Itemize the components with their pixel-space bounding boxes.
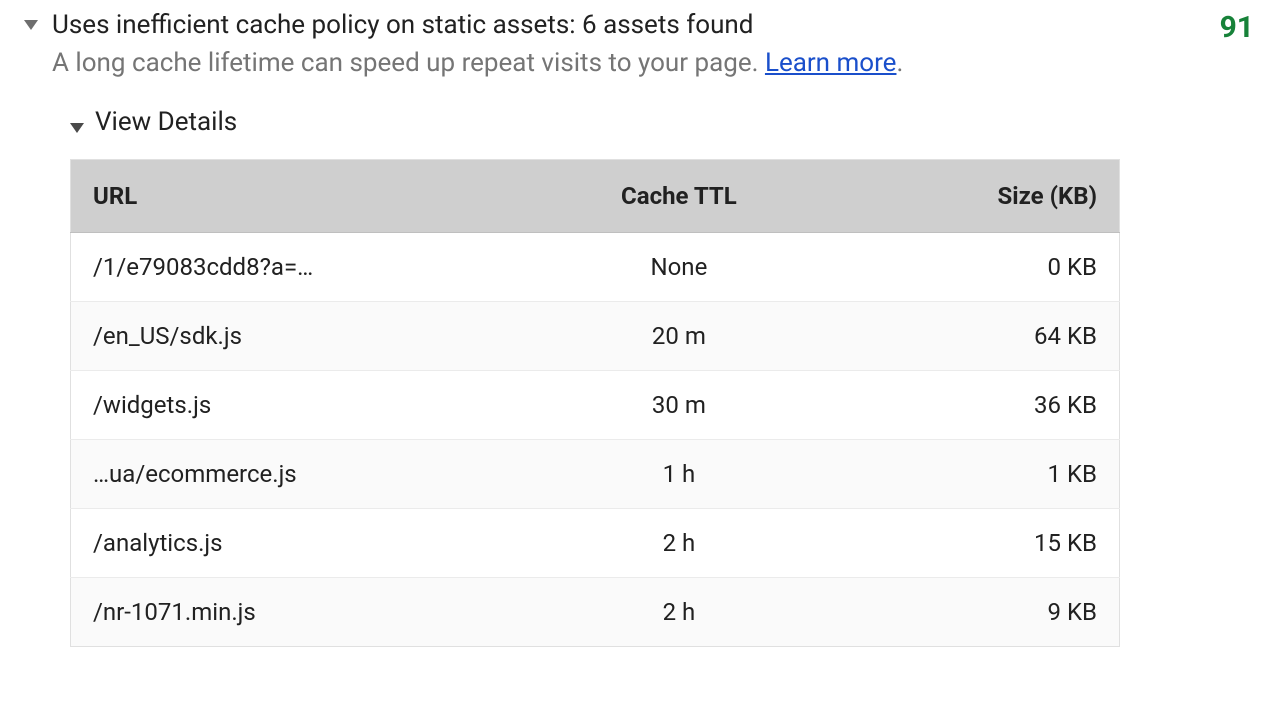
- cell-ttl: 1 h: [553, 440, 805, 509]
- table-header-row: URL Cache TTL Size (KB): [71, 160, 1120, 233]
- audit-header: Uses inefficient cache policy on static …: [24, 8, 1254, 81]
- cell-size: 0 KB: [805, 233, 1120, 302]
- table-row: /analytics.js2 h15 KB: [71, 509, 1120, 578]
- view-details-label: View Details: [95, 107, 237, 137]
- details-wrapper: View Details URL Cache TTL Size (KB) /1/…: [70, 107, 1254, 647]
- audit-description-tail: .: [896, 48, 903, 78]
- cell-url: …ua/ecommerce.js: [71, 440, 554, 509]
- cell-url: /nr-1071.min.js: [71, 578, 554, 647]
- audit-title: Uses inefficient cache policy on static …: [52, 8, 1190, 43]
- cell-url: /1/e79083cdd8?a=…: [71, 233, 554, 302]
- table-row: /nr-1071.min.js2 h9 KB: [71, 578, 1120, 647]
- cell-url: /widgets.js: [71, 371, 554, 440]
- table-row: /en_US/sdk.js20 m64 KB: [71, 302, 1120, 371]
- audit-description-text: A long cache lifetime can speed up repea…: [52, 48, 765, 78]
- table-row: /1/e79083cdd8?a=…None0 KB: [71, 233, 1120, 302]
- cell-ttl: 20 m: [553, 302, 805, 371]
- chevron-down-icon[interactable]: [24, 20, 38, 30]
- cell-url: /analytics.js: [71, 509, 554, 578]
- view-details-toggle[interactable]: View Details: [70, 107, 1254, 137]
- cell-url: /en_US/sdk.js: [71, 302, 554, 371]
- audit-title-block: Uses inefficient cache policy on static …: [52, 8, 1190, 81]
- cell-ttl: None: [553, 233, 805, 302]
- cell-size: 1 KB: [805, 440, 1120, 509]
- audit-description: A long cache lifetime can speed up repea…: [52, 45, 1190, 81]
- cell-size: 36 KB: [805, 371, 1120, 440]
- audit-score: 91: [1220, 10, 1254, 45]
- cell-size: 9 KB: [805, 578, 1120, 647]
- cell-ttl: 30 m: [553, 371, 805, 440]
- table-header-ttl: Cache TTL: [553, 160, 805, 233]
- table-row: /widgets.js30 m36 KB: [71, 371, 1120, 440]
- cell-size: 64 KB: [805, 302, 1120, 371]
- cell-size: 15 KB: [805, 509, 1120, 578]
- table-header-size: Size (KB): [805, 160, 1120, 233]
- cell-ttl: 2 h: [553, 509, 805, 578]
- learn-more-link[interactable]: Learn more: [765, 48, 897, 78]
- assets-table: URL Cache TTL Size (KB) /1/e79083cdd8?a=…: [70, 159, 1120, 647]
- cell-ttl: 2 h: [553, 578, 805, 647]
- table-row: …ua/ecommerce.js1 h1 KB: [71, 440, 1120, 509]
- chevron-down-icon: [70, 123, 84, 133]
- table-header-url: URL: [71, 160, 554, 233]
